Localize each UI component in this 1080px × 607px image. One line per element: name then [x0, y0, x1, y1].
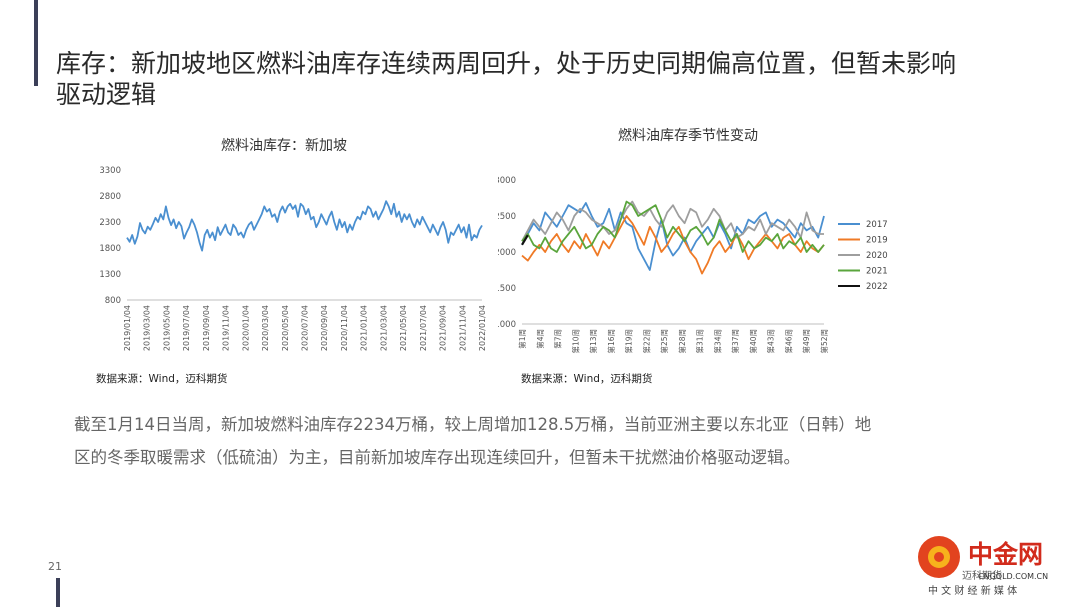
chart-seasonal-inventory: 1000 1500 2000 2500 3000 第1周第4周第7周第10周第13周第16…: [498, 176, 888, 354]
y-tick-label: 1000: [498, 320, 516, 330]
left-chart-source: 数据来源：Wind，迈科期货: [96, 373, 228, 385]
x-tick-label: 第19周: [624, 329, 634, 354]
x-tick-label: 第4周: [535, 329, 545, 349]
x-tick-label: 2020/05/04: [281, 305, 290, 351]
watermark-url: CNGOLD.COM.CN: [978, 572, 1048, 581]
x-tick-label: 2020/01/04: [241, 305, 250, 351]
x-tick-label: 第25周: [659, 329, 669, 354]
x-tick-label: 第13周: [588, 329, 598, 354]
x-tick-label: 第1周: [517, 329, 527, 349]
x-tick-label: 2019/11/04: [222, 305, 231, 351]
x-tick-label: 2019/03/04: [143, 305, 152, 351]
y-tick-label: 2800: [99, 192, 121, 202]
series-line-2019: [521, 215, 825, 275]
left-chart-title: 燃料油库存：新加坡: [221, 138, 347, 154]
x-tick-label: 第40周: [748, 329, 758, 354]
y-tick-label: 1300: [99, 270, 121, 280]
y-tick-label: 800: [105, 296, 121, 306]
x-tick-label: 2019/05/04: [162, 305, 171, 351]
x-tick-label: 第37周: [730, 329, 740, 354]
series-line-2022: [521, 234, 529, 246]
x-tick-label: 2021/01/04: [360, 305, 369, 351]
x-tick-label: 2021/03/04: [379, 305, 388, 351]
x-tick-label: 2019/01/04: [123, 305, 132, 351]
y-tick-label: 1500: [498, 284, 516, 294]
x-tick-label: 第31周: [695, 329, 705, 354]
watermark-logo: 迈科期货 中金网 CNGOLD.COM.CN 中 文 财 经 新 媒 体: [918, 536, 1048, 597]
x-tick-label: 第22周: [641, 329, 651, 354]
legend-label: 2022: [866, 282, 888, 292]
x-tick-label: 2022/01/04: [478, 305, 487, 351]
watermark-tagline: 中 文 财 经 新 媒 体: [928, 584, 1017, 597]
y-tick-label: 3000: [498, 176, 516, 186]
x-tick-label: 第52周: [819, 329, 829, 354]
x-tick-label: 2021/05/04: [399, 305, 408, 351]
y-tick-label: 2000: [498, 248, 516, 258]
x-tick-label: 第10周: [570, 329, 580, 354]
series-line-2021: [521, 200, 825, 253]
y-tick-label: 1800: [99, 244, 121, 254]
y-tick-label: 3300: [99, 166, 121, 176]
x-tick-label: 第46周: [783, 329, 793, 354]
legend-label: 2017: [866, 220, 888, 230]
x-tick-label: 2021/07/04: [419, 305, 428, 351]
chart-singapore-inventory: 800 1300 1800 2300 2800 3300 2019/01/04 2019/03…: [99, 166, 487, 351]
x-tick-label: 第16周: [606, 329, 616, 354]
body-paragraph: 截至1月14日当周，新加坡燃料油库存2234万桶，较上周增加128.5万桶，当前…: [74, 415, 872, 467]
x-tick-label: 2021/11/04: [458, 305, 467, 351]
x-tick-label: 第43周: [766, 329, 776, 354]
title-accent-bar: [34, 0, 38, 86]
legend-label: 2021: [866, 267, 888, 277]
y-tick-label: 2300: [99, 218, 121, 228]
x-tick-label: 2021/09/04: [439, 305, 448, 351]
x-tick-label: 第34周: [712, 329, 722, 354]
right-chart-source: 数据来源：Wind，迈科期货: [521, 373, 653, 385]
x-tick-label: 第49周: [801, 329, 811, 354]
x-tick-label: 2020/09/04: [320, 305, 329, 351]
x-tick-label: 2019/09/04: [202, 305, 211, 351]
right-chart-title: 燃料油库存季节性变动: [618, 128, 758, 144]
watermark-brand: 迈科期货: [962, 569, 1002, 582]
page-title: 库存：新加坡地区燃料油库存连续两周回升，处于历史同期偏高位置，但暂未影响驱动逻辑: [56, 49, 957, 109]
footer-accent-bar: [56, 578, 60, 607]
watermark-logo-text: 中金网: [968, 540, 1043, 569]
series-line-2020: [521, 200, 824, 242]
legend-label: 2019: [866, 236, 888, 246]
series-line-s0: [126, 200, 483, 252]
legend-label: 2020: [866, 251, 888, 261]
x-tick-label: 第28周: [677, 329, 687, 354]
x-tick-label: 2020/03/04: [261, 305, 270, 351]
y-tick-label: 2500: [498, 212, 516, 222]
x-tick-label: 2020/07/04: [301, 305, 310, 351]
page-number: 21: [48, 560, 62, 573]
x-tick-label: 2019/07/04: [182, 305, 191, 351]
x-tick-label: 2020/11/04: [340, 305, 349, 351]
x-tick-label: 第7周: [553, 329, 563, 349]
